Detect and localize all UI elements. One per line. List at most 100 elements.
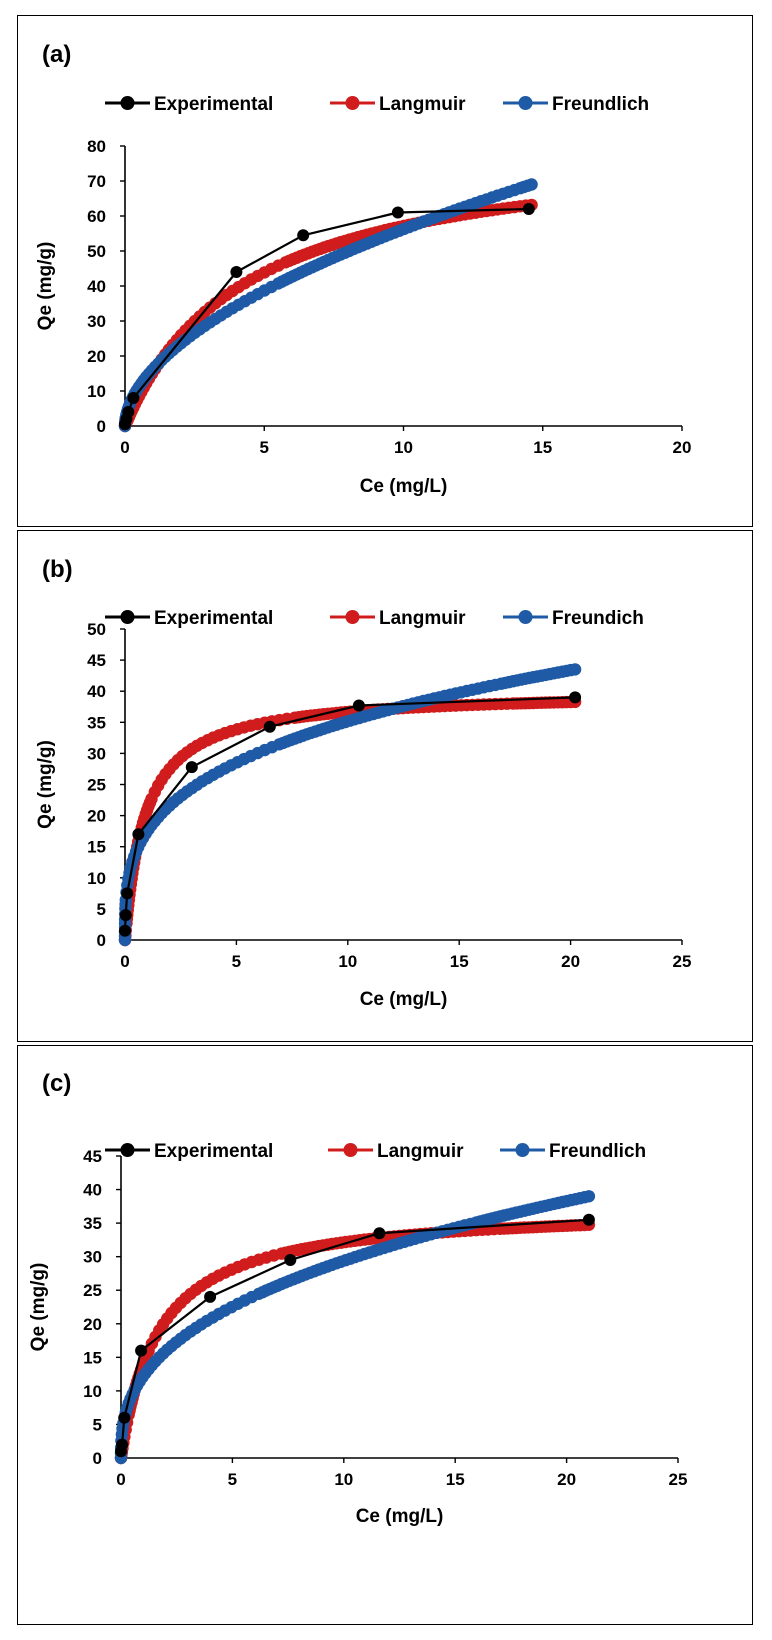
chart-c-y-tick-label: 25 — [83, 1281, 102, 1300]
chart-b-legend-label: Freundich — [552, 608, 644, 629]
chart-b-langmuir-point — [143, 796, 157, 809]
chart-a-x-tick-label: 20 — [673, 438, 692, 457]
chart-c-y-tick-label: 15 — [83, 1348, 102, 1367]
chart-c-langmuir-point — [565, 1219, 578, 1232]
chart-b-experimental-point — [352, 699, 365, 712]
chart-b-x-tick-label: 10 — [338, 952, 357, 971]
chart-b-y-tick-label: 10 — [87, 869, 106, 888]
chart-a-series-langmuir — [118, 198, 538, 433]
chart-c-legend-marker — [120, 1143, 135, 1157]
chart-b-y-tick-label: 15 — [87, 838, 106, 857]
chart-a-y-tick-label: 50 — [87, 242, 106, 261]
chart-c-x-axis-title: Ce (mg/L) — [356, 1506, 444, 1527]
chart-a-freundlich-point — [508, 183, 521, 197]
chart-c-experimental-point — [204, 1290, 217, 1303]
chart-panel-c: (c) 0 5 10 15 20 25 0 5 10 15 20 25 30 35 40 45 Ce (mg/L)… — [17, 1045, 753, 1625]
chart-a-freundlich-point — [485, 191, 499, 204]
chart-a-x-tick-label: 5 — [260, 438, 269, 457]
chart-b-freundich-point — [401, 698, 415, 712]
chart-b-freundich-point — [381, 703, 395, 717]
chart-c-y-tick-label: 20 — [83, 1315, 102, 1334]
chart-c-experimental-point — [118, 1411, 131, 1424]
chart-b-y-tick-label: 0 — [97, 931, 106, 950]
chart-a-freundlich-point — [393, 224, 406, 237]
chart-a-y-axis-title: Qe (mg/g) — [35, 242, 56, 331]
chart-c-legend-label: Freundlich — [549, 1141, 646, 1162]
chart-a-y-tick-label: 80 — [87, 137, 106, 156]
chart-c-y-tick-label: 35 — [83, 1214, 102, 1233]
chart-a-x-tick-label: 15 — [533, 438, 552, 457]
chart-c-x-tick-label: 5 — [228, 1470, 237, 1489]
chart-c-y-tick-label: 40 — [83, 1181, 102, 1200]
chart-b-x-axis-title: Ce (mg/L) — [360, 989, 448, 1010]
chart-a-freundlich-point — [412, 217, 425, 230]
chart-b-experimental-point — [119, 924, 131, 937]
chart-a-experimental-point — [127, 392, 140, 404]
chart-a-y-tick-label: 40 — [87, 277, 106, 296]
chart-a-y-tick-label: 20 — [87, 347, 106, 366]
chart-b-legend-marker — [518, 610, 533, 624]
chart-c-legend-marker — [515, 1143, 530, 1157]
chart-c-legend-marker — [343, 1143, 358, 1157]
chart-a-freundlich-point — [496, 187, 510, 200]
chart-a-x-tick-label: 10 — [394, 438, 413, 457]
chart-a-legend-label: Experimental — [154, 94, 273, 115]
chart-a-series-experimental — [119, 203, 535, 431]
chart-b-freundich-point — [353, 711, 366, 725]
chart-a-freundlich-point — [383, 228, 397, 241]
chart-c-y-tick-label: 45 — [83, 1147, 102, 1166]
chart-c-experimental-point — [373, 1227, 386, 1240]
chart-a-legend-label: Langmuir — [379, 94, 466, 115]
chart-a-y-tick-label: 0 — [97, 417, 106, 436]
chart-a-legend-label: Freundlich — [552, 94, 649, 115]
chart-a-freundlich-point — [432, 209, 446, 223]
chart-b-x-tick-label: 25 — [673, 952, 692, 971]
chart-panel-b: (b) 0 5 10 15 20 25 0 5 10 15 20 25 30 35 40 45 50 Ce (mg/… — [17, 530, 753, 1042]
chart-c-freundlich-point — [388, 1238, 401, 1251]
chart-b-experimental-line — [123, 696, 576, 931]
chart-a-y-tick-label: 70 — [87, 172, 106, 191]
chart-b-panel-label: (b) — [42, 556, 73, 583]
chart-c-svg: (c) 0 5 10 15 20 25 0 5 10 15 20 25 30 35 40 45 Ce (mg/L)… — [28, 1070, 687, 1527]
chart-b-freundich-point — [455, 686, 468, 699]
chart-a-y-tick-label: 60 — [87, 207, 106, 226]
chart-a-freundlich-point — [374, 231, 387, 245]
chart-c-x-tick-label: 10 — [334, 1470, 353, 1489]
chart-a-experimental-point — [297, 229, 310, 242]
chart-c-x-tick-label: 20 — [557, 1470, 576, 1489]
chart-b-freundich-point — [362, 709, 375, 722]
chart-c-y-tick-label: 10 — [83, 1382, 102, 1401]
chart-a-x-axis-title: Ce (mg/L) — [360, 476, 448, 497]
chart-a-panel-label: (a) — [42, 41, 71, 68]
chart-c-experimental-point — [284, 1254, 297, 1266]
chart-b-x-tick-label: 0 — [120, 952, 129, 971]
chart-c-y-tick-label: 30 — [83, 1248, 102, 1267]
chart-c-freundlich-point — [578, 1191, 591, 1204]
chart-c-experimental-point — [135, 1344, 148, 1357]
chart-c-freundlich-point — [358, 1247, 371, 1261]
chart-c-y-tick-label: 0 — [93, 1449, 102, 1468]
chart-a-freundlich-point — [453, 202, 466, 215]
chart-a-freundlich-point — [402, 220, 416, 234]
chart-c-panel-label: (c) — [42, 1070, 71, 1097]
chart-b-experimental-point — [121, 887, 134, 900]
chart-b-experimental-point — [119, 909, 132, 922]
chart-c-freundlich-point — [368, 1244, 381, 1258]
chart-b-y-tick-label: 30 — [87, 744, 106, 763]
chart-b-y-tick-label: 35 — [87, 713, 106, 732]
chart-c-legend-label: Langmuir — [377, 1141, 464, 1162]
chart-c-x-tick-label: 0 — [116, 1470, 125, 1489]
chart-c-y-axis-title: Qe (mg/g) — [28, 1263, 49, 1352]
chart-c-freundlich-point — [398, 1235, 411, 1248]
chart-c-experimental-point — [116, 1438, 129, 1451]
chart-b-legend-label: Experimental — [154, 608, 273, 629]
chart-b-experimental-point — [569, 691, 582, 704]
chart-b-y-tick-label: 45 — [87, 651, 106, 670]
chart-c-legend-label: Experimental — [154, 1141, 273, 1162]
chart-b-y-tick-label: 20 — [87, 807, 106, 826]
chart-b-freundich-point — [477, 681, 490, 694]
chart-a-y-tick-label: 10 — [87, 382, 106, 401]
chart-a-freundlich-point — [474, 195, 488, 208]
chart-c-freundlich-point — [348, 1250, 362, 1264]
chart-a-freundlich-point — [521, 179, 534, 192]
